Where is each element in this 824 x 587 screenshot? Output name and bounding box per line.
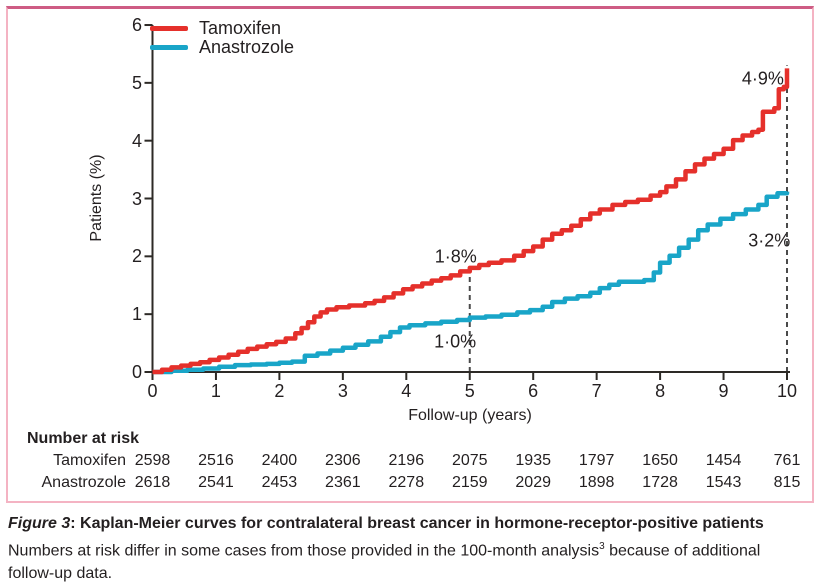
caption-title-text: : Kaplan-Meier curves for contralateral …	[70, 515, 764, 532]
risk-value: 815	[773, 474, 801, 491]
legend: Tamoxifen Anastrozole	[150, 19, 294, 57]
risk-value: 2618	[134, 474, 171, 491]
km-chart	[144, 24, 790, 380]
risk-value: 1898	[578, 474, 615, 491]
x-tick-label-0: 0	[147, 381, 158, 401]
y-tick-label-3: 3	[131, 188, 142, 209]
x-tick-label-3: 3	[337, 381, 348, 401]
x-tick-label-5: 5	[464, 381, 475, 401]
risk-value: 2361	[325, 474, 361, 491]
risk-row-label-tamoxifen: Tamoxifen	[53, 452, 126, 469]
risk-value: 1543	[705, 474, 742, 491]
annotation-year5-anastrozole: 1·0%	[434, 331, 477, 352]
x-tick-label-7: 7	[591, 381, 602, 401]
risk-row-label-anastrozole: Anastrozole	[41, 474, 127, 491]
x-tick-label-2: 2	[274, 381, 285, 401]
risk-value: 2516	[198, 452, 234, 469]
risk-value: 1454	[705, 452, 742, 469]
y-axis-title: Patients (%)	[88, 154, 105, 242]
annotation-year5-tamoxifen: 1·8%	[434, 246, 477, 267]
caption-body-text: Numbers at risk differ in some cases fro…	[8, 542, 600, 560]
legend-item-anastrozole: Anastrozole	[150, 38, 294, 57]
risk-value: 2159	[451, 474, 488, 491]
caption-reference-superscript: 3	[599, 541, 605, 552]
series-curve-tamoxifen	[152, 68, 790, 375]
x-tick-label-4: 4	[401, 381, 412, 401]
figure-caption: Figure 3: Kaplan-Meier curves for contra…	[8, 512, 772, 585]
x-tick-label-1: 1	[210, 381, 221, 401]
risk-value: 2278	[388, 474, 425, 491]
risk-value: 1650	[642, 452, 678, 469]
risk-value: 1797	[578, 452, 615, 469]
y-tick-label-2: 2	[131, 246, 142, 267]
risk-value: 2598	[134, 452, 171, 469]
y-tick-label-6: 6	[131, 15, 142, 36]
y-tick-label-4: 4	[131, 130, 142, 151]
legend-item-tamoxifen: Tamoxifen	[150, 19, 294, 38]
y-tick-label-0: 0	[131, 362, 142, 382]
risk-value: 761	[773, 452, 801, 469]
caption-body-end: because of additional follow-up data.	[8, 542, 761, 583]
y-tick-label-1: 1	[131, 304, 142, 325]
series-curve-anastrozole	[152, 191, 790, 375]
legend-label-anastrozole: Anastrozole	[199, 37, 295, 57]
x-tick-label-8: 8	[655, 381, 666, 401]
x-tick-label-6: 6	[528, 381, 539, 401]
tamoxifen-line-swatch	[150, 26, 188, 31]
anastrozole-line-swatch	[150, 45, 188, 50]
x-axis-title: Follow-up (years)	[408, 407, 532, 424]
caption-body: Numbers at risk differ in some cases fro…	[8, 535, 772, 585]
risk-value: 1728	[642, 474, 678, 491]
y-tick-label-5: 5	[131, 72, 142, 93]
risk-value: 2541	[198, 474, 234, 491]
annotation-year10-anastrozole: 3·2%	[748, 230, 791, 251]
caption-title-line: Figure 3: Kaplan-Meier curves for contra…	[8, 512, 772, 535]
x-tick-label-9: 9	[718, 381, 729, 401]
risk-value: 2306	[325, 452, 361, 469]
annotation-year10-tamoxifen: 4·9%	[741, 68, 784, 89]
risk-value: 2075	[451, 452, 488, 469]
caption-figure-label: Figure 3	[8, 515, 71, 532]
risk-value: 2029	[515, 474, 551, 491]
risk-value: 2400	[261, 452, 298, 469]
legend-label-tamoxifen: Tamoxifen	[199, 18, 282, 38]
risk-value: 1935	[515, 452, 551, 469]
x-tick-label-10: 10	[776, 381, 798, 401]
risk-value: 2196	[388, 452, 425, 469]
risk-value: 2453	[261, 474, 298, 491]
risk-table-title: Number at risk	[27, 430, 140, 447]
